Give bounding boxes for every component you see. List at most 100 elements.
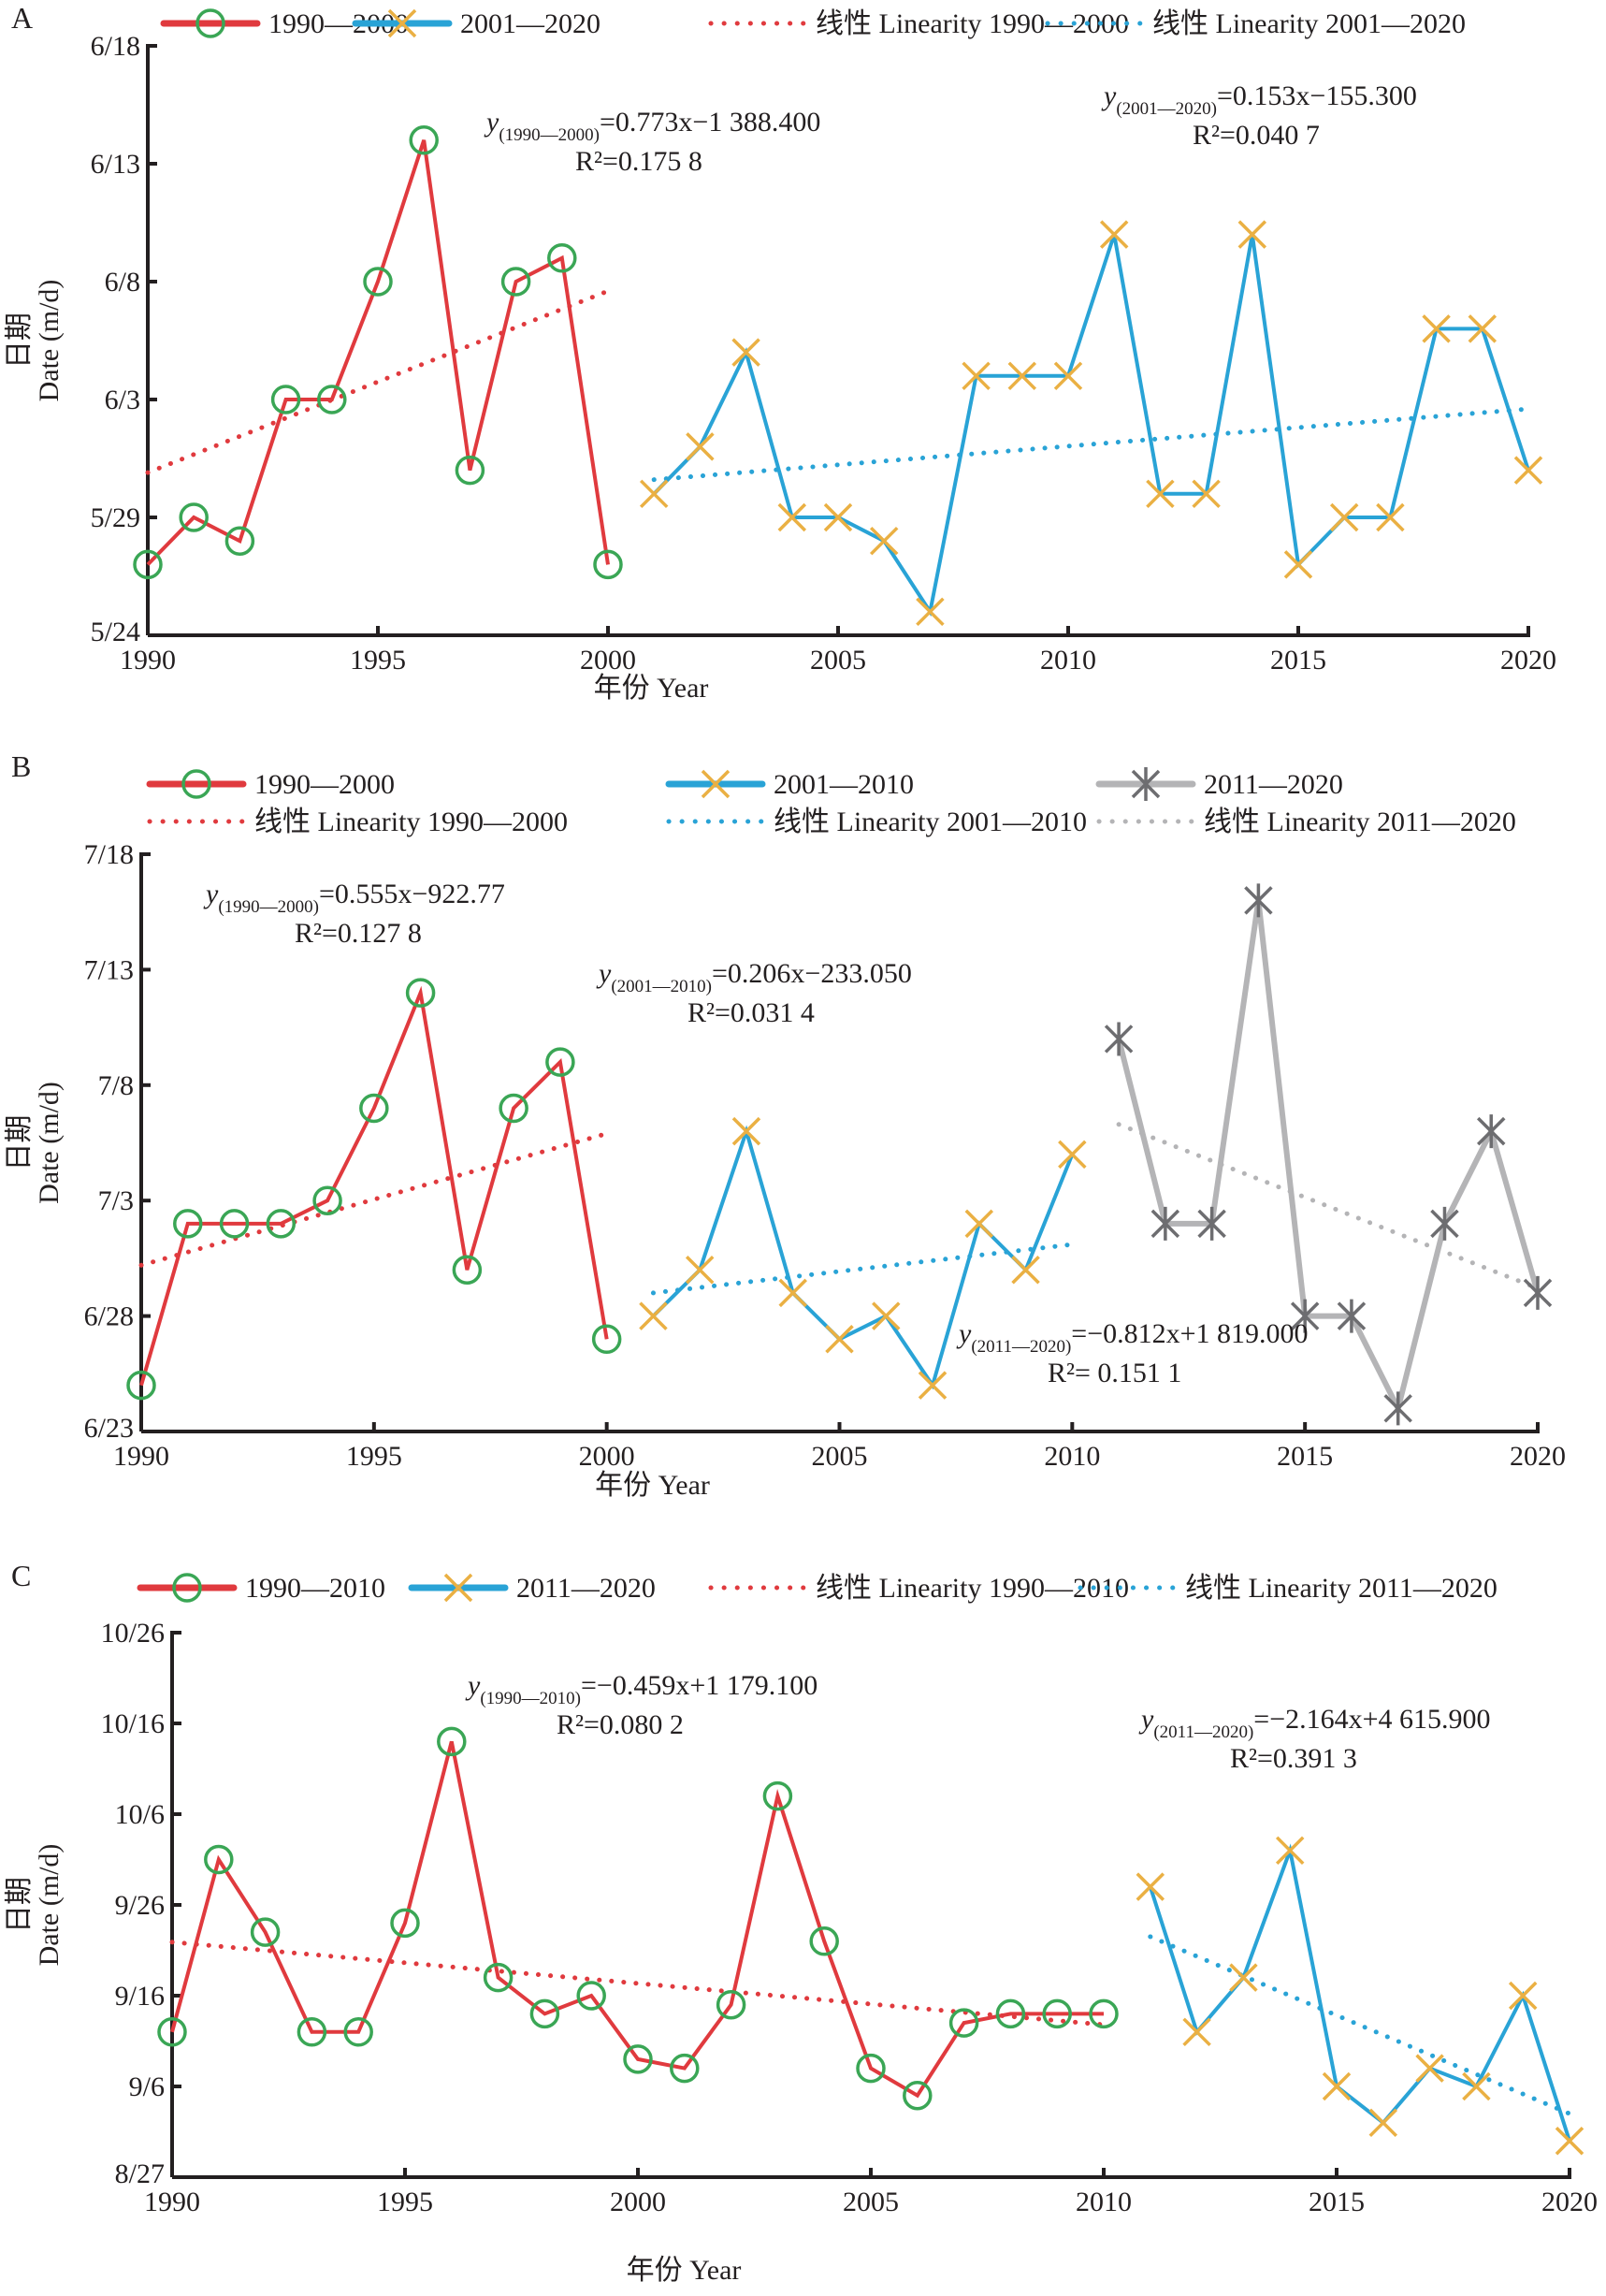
x-marker [1462,2071,1491,2101]
x-marker [872,1301,901,1330]
trend-line [651,406,1531,483]
x-marker [778,1278,807,1308]
legend-item: 线性 Linearity 1990—2000 [708,8,1129,39]
regression-equation: y(1990—2010)=−0.459x+1 179.100 [465,1670,817,1708]
circle-marker [903,2080,933,2111]
y-tick-label: 5/29 [91,502,140,533]
legend-label: 线性 Linearity 2011—2020 [1204,807,1516,837]
y-tick-label: 6/13 [91,149,140,180]
legend-item: 2001—2010 [665,769,914,800]
legend-label: 2011—2020 [1204,769,1343,800]
x-marker [1011,1256,1040,1285]
panel-label: B [11,749,31,783]
circle-marker [455,455,485,486]
legend-item: 线性 Linearity 2011—2020 [1078,1573,1497,1604]
circle-marker [593,549,623,580]
x-tick-label: 2020 [1500,645,1556,676]
x-marker [731,1116,761,1146]
trend-line [1116,1122,1541,1291]
circle-marker [359,1093,389,1124]
circle-marker [157,2017,187,2047]
regression-equation: y(1990—2000)=0.773x−1 388.400 [484,107,820,145]
circle-marker [204,1844,234,1875]
r-squared: R²=0.127 8 [295,918,422,949]
y-tick-label: 6/28 [84,1301,134,1332]
asterisk-marker [1244,883,1273,918]
x-marker [1192,479,1221,509]
x-tick-label: 1995 [377,2187,433,2217]
circle-marker [195,8,225,38]
x-tick-label: 2010 [1076,2187,1132,2217]
series-line [652,233,1530,618]
circle-marker [499,1093,528,1124]
y-tick-label: 7/13 [84,954,134,985]
x-marker [918,1371,948,1400]
legend-label: 2011—2020 [516,1573,656,1604]
asterisk-marker [1131,767,1161,801]
x-marker [1146,479,1175,509]
y-tick-label: 9/6 [129,2071,165,2102]
series-line [170,1740,1104,2099]
x-marker [443,1573,473,1603]
trend-line [169,1940,1107,2027]
x-marker [869,526,899,556]
circle-marker [409,125,439,155]
circle-marker [181,769,211,799]
legend-item: 1990—2010 [137,1573,385,1604]
legend-item: 线性 Linearity 2001—2010 [666,807,1087,837]
circle-marker [545,1047,575,1077]
regression-equation: y(2011—2020)=−2.164x+4 615.900 [1138,1704,1491,1742]
legend-item: 1990—2000 [146,769,395,800]
y-tick-label: 7/3 [98,1185,134,1216]
x-marker [777,502,807,532]
circle-marker [173,1209,203,1239]
legend-label: 线性 Linearity 1990—2010 [816,1573,1129,1604]
circle-marker [670,2053,700,2084]
x-marker [1283,550,1313,579]
r-squared: R²=0.080 2 [557,1709,684,1740]
x-marker [1182,2017,1211,2047]
x-marker [1513,456,1543,485]
circle-marker [437,1726,467,1757]
panel-a: A 5/24 5/29 6/3 6/8 6/13 6/18 1990 1995 2000 2005 2… [4,1,1556,704]
x-marker [964,1209,994,1239]
x-marker [639,1301,668,1330]
legend-item: 线性 Linearity 1990—2000 [147,807,568,837]
x-marker [639,479,669,509]
y-tick-label: 6/18 [91,31,140,62]
x-marker [1237,220,1267,249]
x-tick-label: 2005 [810,645,866,676]
panel-c: C 8/27 9/6 9/16 9/26 10/6 10/16 10/26 1990 1995 20… [4,1559,1598,2286]
series-line [1116,899,1541,1417]
x-tick-label: 2005 [843,2187,899,2217]
x-tick-label: 1990 [113,1441,169,1472]
x-marker [387,8,417,38]
x-marker [1136,1872,1165,1901]
r-squared: R²= 0.151 1 [1048,1358,1181,1388]
legend-item: 2011—2020 [1095,767,1343,801]
y-tick-label: 9/26 [115,1890,165,1921]
legend-label: 1990—2010 [245,1573,385,1604]
x-marker [701,769,731,799]
regression-equation: y(2011—2020)=−0.812x+1 819.000 [956,1318,1309,1357]
asterisk-marker [1476,1114,1506,1149]
asterisk-marker [1523,1275,1553,1310]
legend-item: 2001—2020 [352,8,600,39]
x-marker [1508,1981,1538,2011]
y-tick-label: 7/8 [98,1070,134,1101]
x-tick-label: 2000 [610,2187,666,2217]
regression-equation: y(2001—2020)=0.153x−155.300 [1101,80,1417,119]
x-tick-label: 2015 [1309,2187,1365,2217]
circle-marker [452,1255,483,1285]
circle-marker [500,267,531,297]
circle-marker [623,2044,653,2074]
r-squared: R²=0.031 4 [687,997,815,1028]
x-marker [685,1256,715,1285]
circle-marker [547,243,577,273]
x-marker [1368,2108,1398,2138]
